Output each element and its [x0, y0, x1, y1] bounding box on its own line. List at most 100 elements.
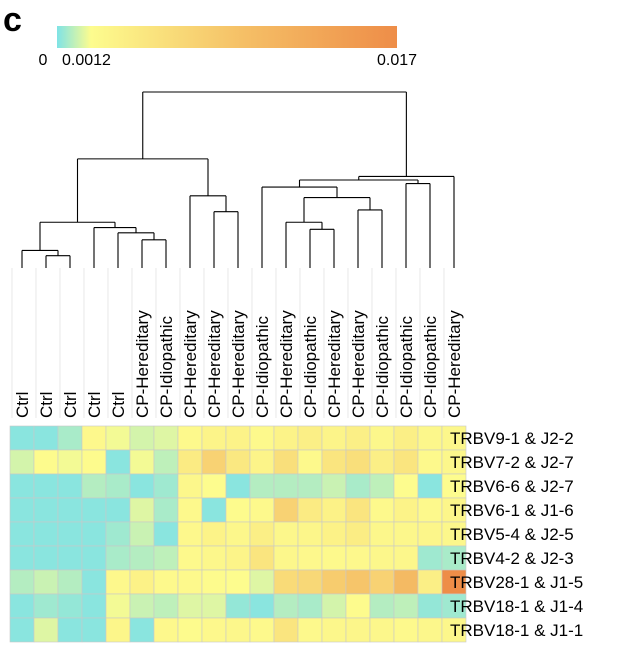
heatmap-cell — [393, 617, 419, 643]
heatmap-cell — [105, 473, 131, 499]
heatmap-cell — [369, 425, 395, 451]
heatmap-cell — [441, 617, 467, 643]
heatmap-cell — [201, 569, 227, 595]
row-label: TRBV4-2 & J2-3 — [450, 549, 574, 568]
heatmap-cell — [441, 569, 467, 595]
column-labels: Ctrl Ctrl Ctrl Ctrl Ctrl CP-Hereditary CP-Idio… — [11, 268, 464, 418]
heatmap-cell — [417, 593, 443, 619]
heatmap-cell — [129, 617, 155, 643]
heatmap-cell — [225, 425, 251, 451]
heatmap-cell — [201, 593, 227, 619]
heatmap-cell — [225, 617, 251, 643]
column-label: CP-Idiopathic — [157, 315, 176, 418]
heatmap-cell — [105, 449, 131, 475]
heatmap-cell — [177, 617, 203, 643]
heatmap-cell — [321, 449, 347, 475]
heatmap-cell — [393, 449, 419, 475]
row-labels: TRBV9-1 & J2-2 TRBV7-2 & J2-7 TRBV6-6 & J2… — [450, 429, 583, 640]
heatmap-cell — [321, 545, 347, 571]
heatmap-cell — [225, 473, 251, 499]
heatmap-cell — [225, 521, 251, 547]
heatmap-cell — [177, 449, 203, 475]
heatmap-cell — [249, 473, 275, 499]
heatmap-cell — [417, 521, 443, 547]
heatmap-cell — [369, 497, 395, 523]
colorbar — [57, 26, 397, 48]
heatmap-cell — [321, 497, 347, 523]
column-label: CP-Idiopathic — [253, 315, 272, 418]
heatmap-cell — [249, 569, 275, 595]
heatmap-cell — [81, 449, 107, 475]
heatmap-cell — [297, 545, 323, 571]
heatmap-cell — [345, 617, 371, 643]
heatmap-cell — [249, 593, 275, 619]
heatmap-cell — [393, 425, 419, 451]
column-label: CP-Idiopathic — [301, 315, 320, 418]
heatmap-cell — [417, 569, 443, 595]
heatmap-cell — [177, 425, 203, 451]
colorbar-tick-label: 0 — [39, 52, 48, 69]
heatmap-cell — [297, 617, 323, 643]
heatmap-cell — [129, 593, 155, 619]
heatmap-cell — [345, 521, 371, 547]
heatmap-cell — [417, 425, 443, 451]
heatmap-cell — [57, 425, 83, 451]
heatmap-cell — [249, 545, 275, 571]
heatmap-cell — [225, 569, 251, 595]
heatmap-cell — [393, 521, 419, 547]
column-label: CP-Idiopathic — [421, 315, 440, 418]
heatmap-cell — [321, 473, 347, 499]
heatmap-cell — [129, 449, 155, 475]
heatmap-cell — [249, 521, 275, 547]
heatmap-cell — [33, 569, 59, 595]
heatmap-cell — [225, 449, 251, 475]
heatmap-cell — [129, 521, 155, 547]
column-label: Ctrl — [13, 392, 32, 418]
heatmap-cell — [57, 545, 83, 571]
heatmap-cell — [441, 425, 467, 451]
heatmap-cell — [369, 545, 395, 571]
column-label: Ctrl — [61, 392, 80, 418]
heatmap-cell — [105, 593, 131, 619]
heatmap-cell — [225, 593, 251, 619]
heatmap-cell — [345, 425, 371, 451]
heatmap-cell — [417, 497, 443, 523]
heatmap-cell — [33, 617, 59, 643]
heatmap-cell — [273, 593, 299, 619]
heatmap-cell — [321, 521, 347, 547]
heatmap-cell — [345, 569, 371, 595]
heatmap-cell — [393, 545, 419, 571]
column-label: CP-Hereditary — [205, 310, 224, 418]
heatmap-cell — [441, 449, 467, 475]
row-label: TRBV7-2 & J2-7 — [450, 453, 574, 472]
panel-label: c — [3, 1, 22, 39]
heatmap-cell — [153, 545, 179, 571]
heatmap-cell — [9, 593, 35, 619]
row-label: TRBV18-1 & J1-1 — [450, 621, 583, 640]
heatmap-cell — [81, 473, 107, 499]
heatmap-cell — [273, 617, 299, 643]
heatmap-cell — [177, 569, 203, 595]
heatmap-cell — [81, 497, 107, 523]
heatmap-cell — [297, 497, 323, 523]
row-label: TRBV9-1 & J2-2 — [450, 429, 574, 448]
heatmap-cell — [129, 497, 155, 523]
heatmap-cell — [177, 521, 203, 547]
row-label: TRBV6-1 & J1-6 — [450, 501, 574, 520]
heatmap-cell — [129, 569, 155, 595]
heatmap-cell — [201, 617, 227, 643]
heatmap-cell — [57, 593, 83, 619]
heatmap-cell — [33, 425, 59, 451]
heatmap-cell — [105, 569, 131, 595]
heatmap-cell — [369, 521, 395, 547]
heatmap-cell — [297, 449, 323, 475]
heatmap-cell — [201, 521, 227, 547]
heatmap-cell — [273, 521, 299, 547]
heatmap-cell — [9, 521, 35, 547]
heatmap-cell — [273, 569, 299, 595]
row-label: TRBV5-4 & J2-5 — [450, 525, 574, 544]
heatmap-cell — [249, 449, 275, 475]
column-dendrogram — [21, 91, 455, 268]
heatmap-cell — [153, 569, 179, 595]
